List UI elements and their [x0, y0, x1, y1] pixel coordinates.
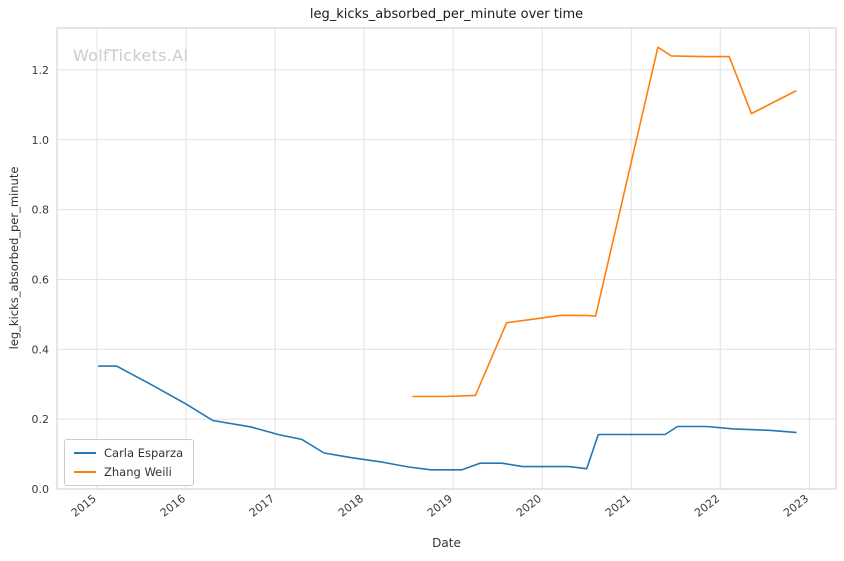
legend-line-swatch	[74, 471, 96, 473]
legend-line-swatch	[74, 452, 96, 454]
legend-label: Zhang Weili	[104, 465, 172, 479]
y-tick-label: 0.2	[32, 413, 50, 426]
plot-frame	[56, 27, 837, 490]
x-tick-label: 2017	[247, 492, 277, 519]
y-axis-label: leg_kicks_absorbed_per_minute	[7, 166, 21, 350]
x-axis-label: Date	[432, 536, 461, 550]
x-tick-label: 2018	[336, 492, 366, 519]
y-tick-label: 0.0	[32, 483, 50, 496]
x-tick-label: 2016	[158, 492, 188, 519]
y-tick-label: 0.8	[32, 204, 50, 217]
series-line-carla-esparza	[98, 365, 797, 471]
x-tick-label: 2023	[781, 492, 811, 519]
x-tick-label: 2020	[514, 492, 544, 519]
series-line-zhang-weili	[412, 46, 797, 398]
watermark: WolfTickets.AI	[73, 46, 189, 65]
y-tick-label: 0.6	[32, 273, 50, 286]
y-tick-label: 0.4	[32, 343, 50, 356]
y-tick-label: 1.0	[32, 134, 50, 147]
legend-item-carla-esparza: Carla Esparza	[74, 446, 183, 460]
legend-label: Carla Esparza	[104, 446, 184, 460]
x-tick-label: 2015	[69, 492, 99, 519]
x-tick-label: 2022	[692, 492, 722, 519]
legend-item-zhang-weili: Zhang Weili	[74, 465, 183, 479]
x-tick-label: 2021	[603, 492, 633, 519]
chart-title: leg_kicks_absorbed_per_minute over time	[309, 7, 584, 22]
legend: Carla Esparza Zhang Weili	[64, 439, 195, 486]
x-tick-label: 2019	[425, 492, 455, 519]
y-tick-label: 1.2	[32, 64, 50, 77]
